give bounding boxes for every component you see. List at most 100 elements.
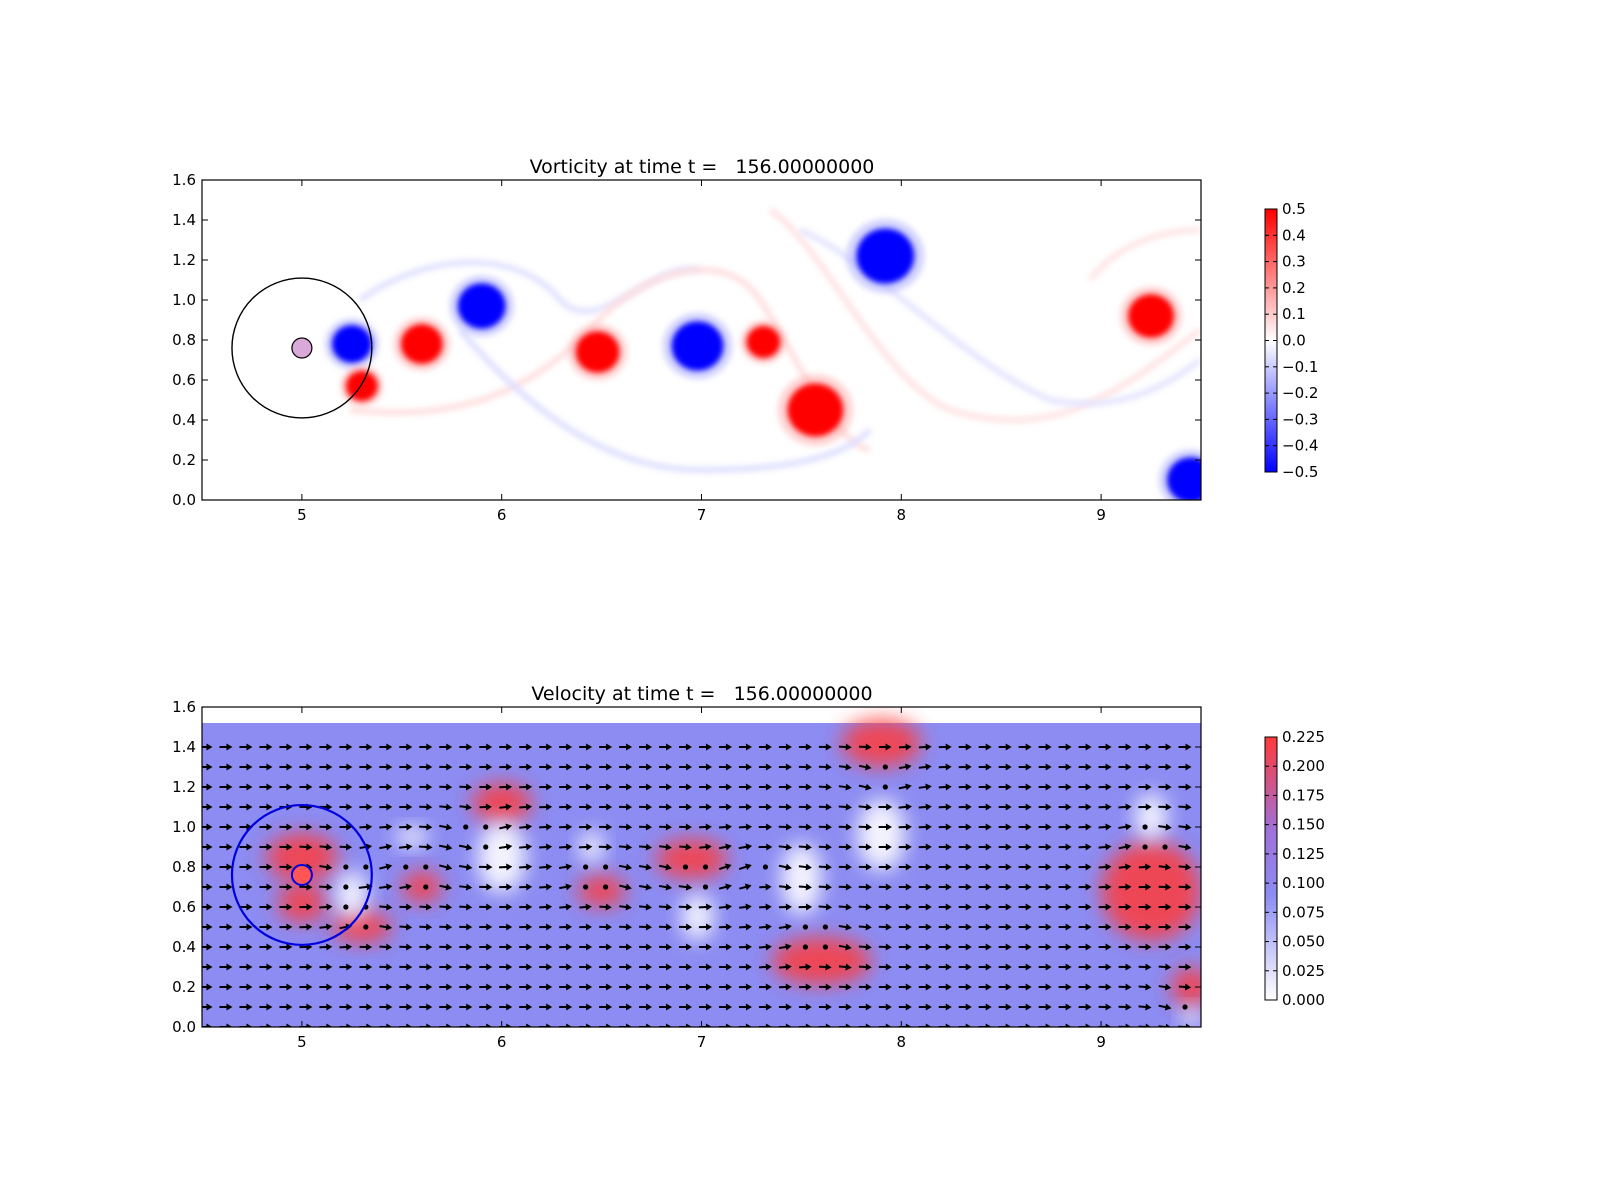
vorticity-plot-area: [202, 180, 1201, 500]
quiver-arrow: [1098, 823, 1112, 831]
quiver-arrow: [878, 823, 892, 831]
quiver-arrow: [1098, 803, 1112, 811]
quiver-arrow: [519, 823, 533, 831]
quiver-arrow: [219, 783, 233, 791]
quiver-arrow: [579, 963, 593, 971]
quiver-arrow: [359, 763, 373, 771]
quiver-arrow: [1158, 823, 1172, 831]
quiver-arrow: [938, 963, 952, 971]
quiver-arrow: [918, 843, 932, 851]
quiver-arrow: [279, 943, 293, 951]
negative-vortex: [1167, 457, 1201, 500]
quiver-arrow: [399, 783, 413, 791]
quiver-arrow: [639, 923, 653, 931]
quiver-arrow: [578, 823, 593, 831]
quiver-dot: [463, 824, 469, 830]
quiver-arrow: [1118, 903, 1132, 911]
quiver-arrow: [978, 763, 992, 771]
quiver-arrow: [639, 963, 653, 971]
quiver-arrow: [499, 963, 513, 971]
quiver-arrow: [1138, 883, 1152, 891]
quiver-arrow: [938, 1003, 952, 1011]
quiver-arrow: [202, 1003, 213, 1011]
y-tick-label: 0.6: [172, 898, 196, 916]
quiver-arrow: [998, 903, 1012, 911]
quiver-arrow: [439, 743, 453, 751]
quiver-arrow: [1158, 943, 1172, 951]
quiver-arrow: [679, 803, 692, 811]
quiver-arrow: [918, 883, 932, 891]
quiver-arrow: [219, 903, 233, 911]
quiver-arrow: [459, 783, 473, 791]
quiver-arrow: [918, 1023, 932, 1027]
quiver-arrow: [379, 803, 393, 811]
quiver-arrow: [1178, 823, 1192, 831]
quiver-arrow: [1018, 943, 1032, 951]
quiver-dot: [583, 864, 589, 870]
quiver-arrow: [858, 903, 872, 911]
quiver-arrow: [279, 923, 293, 931]
quiver-arrow: [219, 803, 233, 811]
quiver-arrow: [718, 943, 732, 951]
quiver-arrow: [539, 923, 553, 931]
quiver-arrow: [998, 983, 1012, 991]
quiver-arrow: [998, 943, 1012, 951]
quiver-arrow: [818, 883, 832, 891]
quiver-arrow: [1098, 763, 1112, 771]
quiver-arrow: [499, 883, 513, 891]
colorbar-tick-label: −0.3: [1282, 410, 1318, 428]
quiver-arrow: [559, 823, 573, 831]
quiver-arrow: [419, 823, 433, 831]
quiver-arrow: [778, 843, 793, 851]
quiver-arrow: [558, 843, 573, 851]
quiver-arrow: [778, 803, 792, 811]
quiver-arrow: [758, 803, 772, 811]
quiver-arrow: [1058, 743, 1072, 751]
quiver-dot: [403, 864, 409, 870]
quiver-arrow: [479, 783, 493, 791]
positive-vortex: [345, 370, 378, 402]
quiver-arrow: [519, 923, 533, 931]
colorbar-tick-label: 0.5: [1282, 200, 1306, 218]
quiver-arrow: [818, 863, 832, 871]
quiver-arrow: [279, 823, 293, 831]
colorbar-tick-label: 0.0: [1282, 332, 1306, 350]
y-tick-label: 0.2: [172, 451, 196, 469]
quiver-arrow: [679, 1003, 693, 1011]
quiver-arrow: [279, 903, 293, 911]
quiver-arrow: [459, 983, 473, 991]
quiver-arrow: [619, 923, 632, 931]
quiver-arrow: [938, 763, 952, 771]
quiver-arrow: [559, 923, 573, 931]
quiver-arrow: [259, 983, 273, 991]
quiver-arrow: [239, 903, 253, 911]
quiver-arrow: [299, 743, 313, 751]
quiver-arrow: [838, 1023, 852, 1027]
quiver-arrow: [1058, 823, 1072, 831]
quiver-arrow: [998, 883, 1012, 891]
quiver-arrow: [579, 923, 592, 931]
quiver-arrow: [678, 943, 693, 951]
y-tick-label: 1.6: [172, 698, 196, 716]
quiver-arrow: [499, 943, 513, 951]
quiver-arrow: [718, 743, 732, 751]
quiver-arrow: [299, 763, 313, 771]
quiver-arrow: [419, 963, 433, 971]
y-tick-label: 0.0: [172, 1018, 196, 1036]
quiver-arrow: [239, 843, 253, 851]
quiver-arrow: [838, 1003, 852, 1011]
quiver-arrow: [818, 783, 832, 791]
quiver-arrow: [978, 743, 992, 751]
quiver-arrow: [499, 803, 512, 811]
quiver-arrow: [1178, 903, 1192, 911]
colorbar-tick-label: −0.1: [1282, 358, 1318, 376]
quiver-arrow: [359, 823, 373, 831]
quiver-arrow: [439, 763, 453, 771]
quiver-arrow: [599, 763, 613, 771]
quiver-arrow: [419, 943, 433, 951]
quiver-arrow: [738, 1003, 752, 1011]
colorbar-tick-label: 0.1: [1282, 305, 1306, 323]
quiver-arrow: [1098, 903, 1112, 911]
quiver-arrow: [778, 863, 792, 871]
